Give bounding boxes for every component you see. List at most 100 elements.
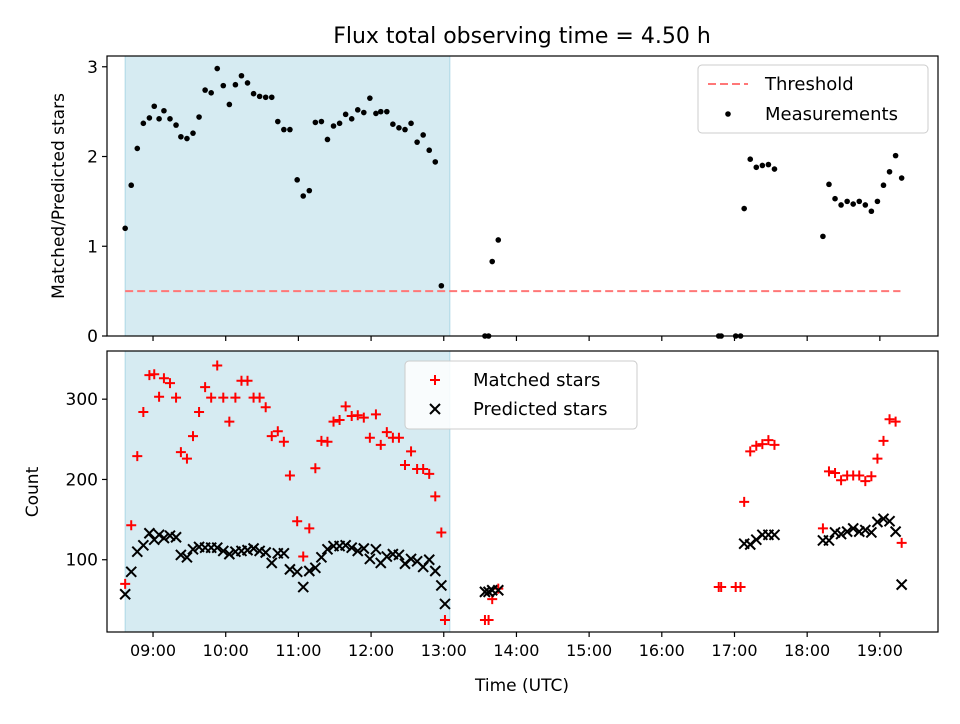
matched-stars-point xyxy=(126,520,137,531)
matched-stars-point xyxy=(292,516,303,527)
predicted-stars-point xyxy=(125,566,137,578)
measurement-point xyxy=(489,258,496,265)
measurement-point xyxy=(256,93,263,100)
matched-stars-point xyxy=(242,375,253,386)
matched-stars-point xyxy=(393,432,404,443)
matched-stars-point xyxy=(399,460,410,471)
predicted-stars-point xyxy=(259,546,272,559)
measurement-point xyxy=(244,80,251,86)
predicted-stars-point xyxy=(223,548,236,560)
top-y-tick-label: 2 xyxy=(87,148,98,168)
measurement-point xyxy=(377,108,384,115)
measurement-point xyxy=(275,118,281,125)
predicted-stars-point xyxy=(181,551,193,564)
matched-stars-point xyxy=(212,360,223,371)
measurement-point xyxy=(348,116,355,122)
predicted-stars-point xyxy=(393,549,405,561)
bottom-legend: Matched stars Predicted stars xyxy=(404,360,638,430)
top-legend: Threshold Measurements xyxy=(697,64,929,134)
matched-stars-point xyxy=(328,416,339,427)
predicted-stars-point xyxy=(364,553,376,565)
measurement-point xyxy=(390,121,396,128)
matched-stars-point xyxy=(745,446,756,457)
x-tick-label: 09:00 xyxy=(130,641,176,660)
bottom-observing-window xyxy=(124,350,451,633)
measurement-point xyxy=(765,161,772,168)
predicted-stars-point xyxy=(315,551,328,564)
predicted-stars-point xyxy=(439,598,451,610)
top-y-tick-label: 1 xyxy=(87,237,98,257)
matched-stars-point xyxy=(860,476,871,487)
matched-stars-point xyxy=(884,414,895,425)
measurement-point xyxy=(432,159,439,165)
matched-stars-point xyxy=(254,392,265,403)
measurement-point xyxy=(892,152,899,159)
bottom-legend-box xyxy=(404,360,638,430)
matched-stars-point xyxy=(304,523,315,534)
matched-stars-point xyxy=(735,582,746,593)
measurement-point xyxy=(373,110,379,117)
matched-stars-point xyxy=(424,468,435,479)
matched-stars-point xyxy=(158,373,169,384)
matched-stars-point xyxy=(763,435,774,446)
measurement-point xyxy=(495,237,502,243)
predicted-stars-point xyxy=(859,524,872,536)
matched-stars-point xyxy=(181,453,192,464)
measurement-point xyxy=(306,187,313,194)
measurement-point xyxy=(408,120,414,127)
measurement-point xyxy=(173,122,179,128)
matched-stars-point xyxy=(406,446,417,457)
measurement-point xyxy=(202,87,208,93)
matched-stars-point xyxy=(266,431,277,442)
matched-stars-point xyxy=(439,614,450,625)
predicted-stars-point xyxy=(423,554,435,566)
ratio-panel: 0 1 2 3 Threshold Measurements xyxy=(87,55,939,347)
count-panel: 100 200 300 09:00 10:00 11:00 12:00 13:00 14:00 1… xyxy=(66,350,939,660)
measurement-point xyxy=(426,147,433,154)
measurement-point xyxy=(342,111,349,118)
x-axis-label: Time (UTC) xyxy=(474,676,569,696)
measurement-point xyxy=(330,123,337,129)
matched-stars-point xyxy=(322,436,333,447)
matched-stars-point xyxy=(375,439,386,450)
matched-stars-point xyxy=(364,432,375,443)
predicted-stars-point xyxy=(297,581,309,593)
measurement-point xyxy=(128,182,135,189)
measurement-point xyxy=(759,162,766,169)
measurement-point xyxy=(178,133,184,140)
predicted-stars-point xyxy=(435,579,448,592)
matched-stars-point xyxy=(272,426,283,437)
measurement-point xyxy=(850,201,857,207)
measurement-point xyxy=(151,103,158,110)
matched-stars-point xyxy=(370,409,381,420)
measurements-legend-swatch xyxy=(725,111,731,117)
x-tick-label: 15:00 xyxy=(566,641,612,660)
measurement-point xyxy=(771,166,778,172)
predicted-stars-point xyxy=(158,532,170,544)
measurement-point xyxy=(250,90,257,97)
predicted-stars-point xyxy=(143,527,156,539)
matched-stars-point xyxy=(224,416,235,427)
x-tick-label: 13:00 xyxy=(421,641,467,660)
predicted-stars-point xyxy=(429,565,441,577)
matched-stars-point xyxy=(866,471,877,482)
measurement-point xyxy=(414,139,420,145)
predicted-stars-point xyxy=(211,541,223,554)
measurement-point xyxy=(820,233,826,240)
measurement-point xyxy=(856,198,863,205)
matched-stars-point xyxy=(430,491,441,502)
predicted-stars-point xyxy=(170,531,182,543)
measurement-point xyxy=(880,182,887,189)
matched-stars-point xyxy=(206,392,217,403)
predicted-stars-point xyxy=(278,547,290,560)
predicted-stars-point xyxy=(835,528,847,540)
measurement-point xyxy=(184,135,190,142)
matched-stars-legend-swatch xyxy=(430,375,440,385)
measurement-point xyxy=(262,94,269,101)
bottom-y-tick-label: 200 xyxy=(66,470,98,490)
x-tick-label: 12:00 xyxy=(348,641,394,660)
measurement-point xyxy=(140,120,147,127)
matched-stars-point xyxy=(340,401,351,412)
matched-stars-point xyxy=(334,415,345,426)
measurement-point xyxy=(300,193,307,199)
